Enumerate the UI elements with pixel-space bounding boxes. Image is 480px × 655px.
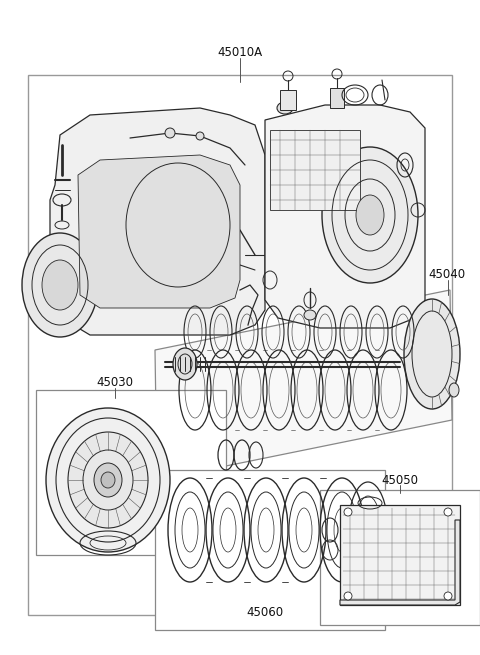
Text: 45040: 45040 <box>428 269 465 282</box>
Text: 45010A: 45010A <box>217 45 263 58</box>
Bar <box>155 470 385 630</box>
Ellipse shape <box>22 233 98 337</box>
Ellipse shape <box>68 432 148 528</box>
Circle shape <box>344 592 352 600</box>
Circle shape <box>165 128 175 138</box>
Polygon shape <box>155 290 452 480</box>
Circle shape <box>444 508 452 516</box>
Bar <box>340 505 460 605</box>
Ellipse shape <box>42 260 78 310</box>
Circle shape <box>196 132 204 140</box>
Polygon shape <box>78 155 240 308</box>
Polygon shape <box>265 105 425 328</box>
Circle shape <box>344 508 352 516</box>
Text: 45050: 45050 <box>382 474 419 487</box>
Polygon shape <box>340 520 460 605</box>
Ellipse shape <box>101 472 115 488</box>
Circle shape <box>444 592 452 600</box>
Text: 45030: 45030 <box>96 377 133 390</box>
Bar <box>270 130 360 210</box>
Ellipse shape <box>449 383 459 397</box>
Ellipse shape <box>173 348 197 380</box>
Ellipse shape <box>94 463 122 497</box>
Bar <box>28 75 452 615</box>
Ellipse shape <box>277 102 293 114</box>
Polygon shape <box>50 108 265 335</box>
Ellipse shape <box>404 299 460 409</box>
Bar <box>36 390 226 555</box>
Ellipse shape <box>356 195 384 235</box>
Bar <box>330 88 344 108</box>
Ellipse shape <box>322 147 418 283</box>
Ellipse shape <box>46 408 170 552</box>
Text: 45060: 45060 <box>246 605 284 618</box>
Ellipse shape <box>304 310 316 320</box>
Bar <box>320 490 480 625</box>
Bar <box>280 90 296 110</box>
